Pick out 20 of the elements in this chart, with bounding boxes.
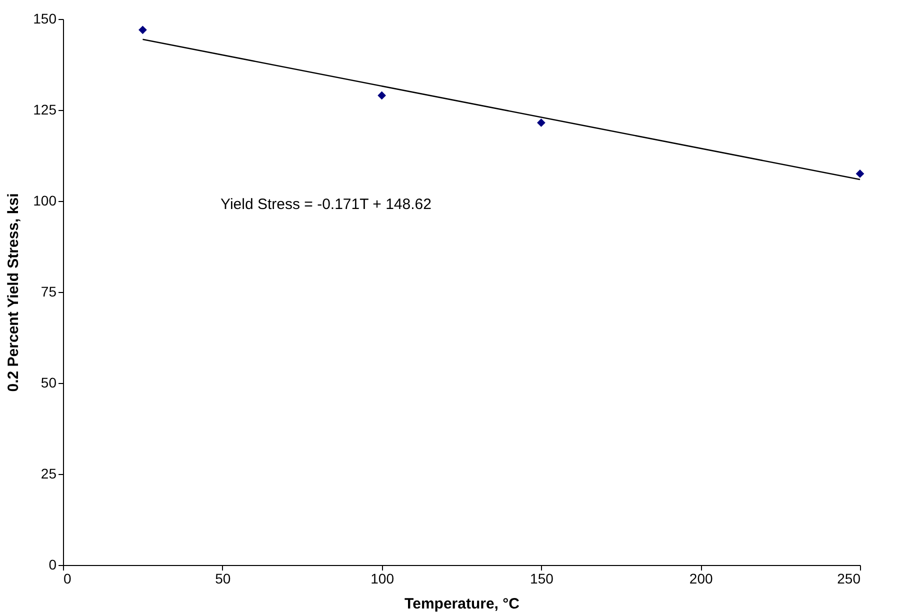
x-tick-label: 50	[215, 570, 231, 586]
point	[378, 91, 386, 100]
y-tick-label: 125	[33, 102, 57, 118]
x-tick-label: 250	[837, 570, 861, 586]
x-tick-label: 150	[530, 570, 554, 586]
annotation: Yield Stress = -0.171T + 148.62	[220, 196, 432, 213]
y-tick-label: 75	[40, 284, 57, 300]
y-tick-label: 50	[40, 374, 57, 390]
x-tick-label: 200	[689, 570, 713, 586]
y-tick-label: 25	[40, 466, 57, 482]
x-axis-title: Temperature, °C	[404, 596, 520, 612]
y-axis-title: 0.2 Percent Yield Stress, ksi	[5, 193, 22, 392]
y-tick-label: 100	[33, 192, 57, 208]
point	[537, 118, 546, 127]
y-tick-label: 0	[48, 556, 57, 572]
x-tick-label: 0	[64, 570, 72, 586]
point	[138, 26, 147, 34]
point	[856, 170, 864, 178]
y-tick-label: 150	[33, 10, 57, 26]
x-tick-label: 100	[370, 570, 394, 586]
